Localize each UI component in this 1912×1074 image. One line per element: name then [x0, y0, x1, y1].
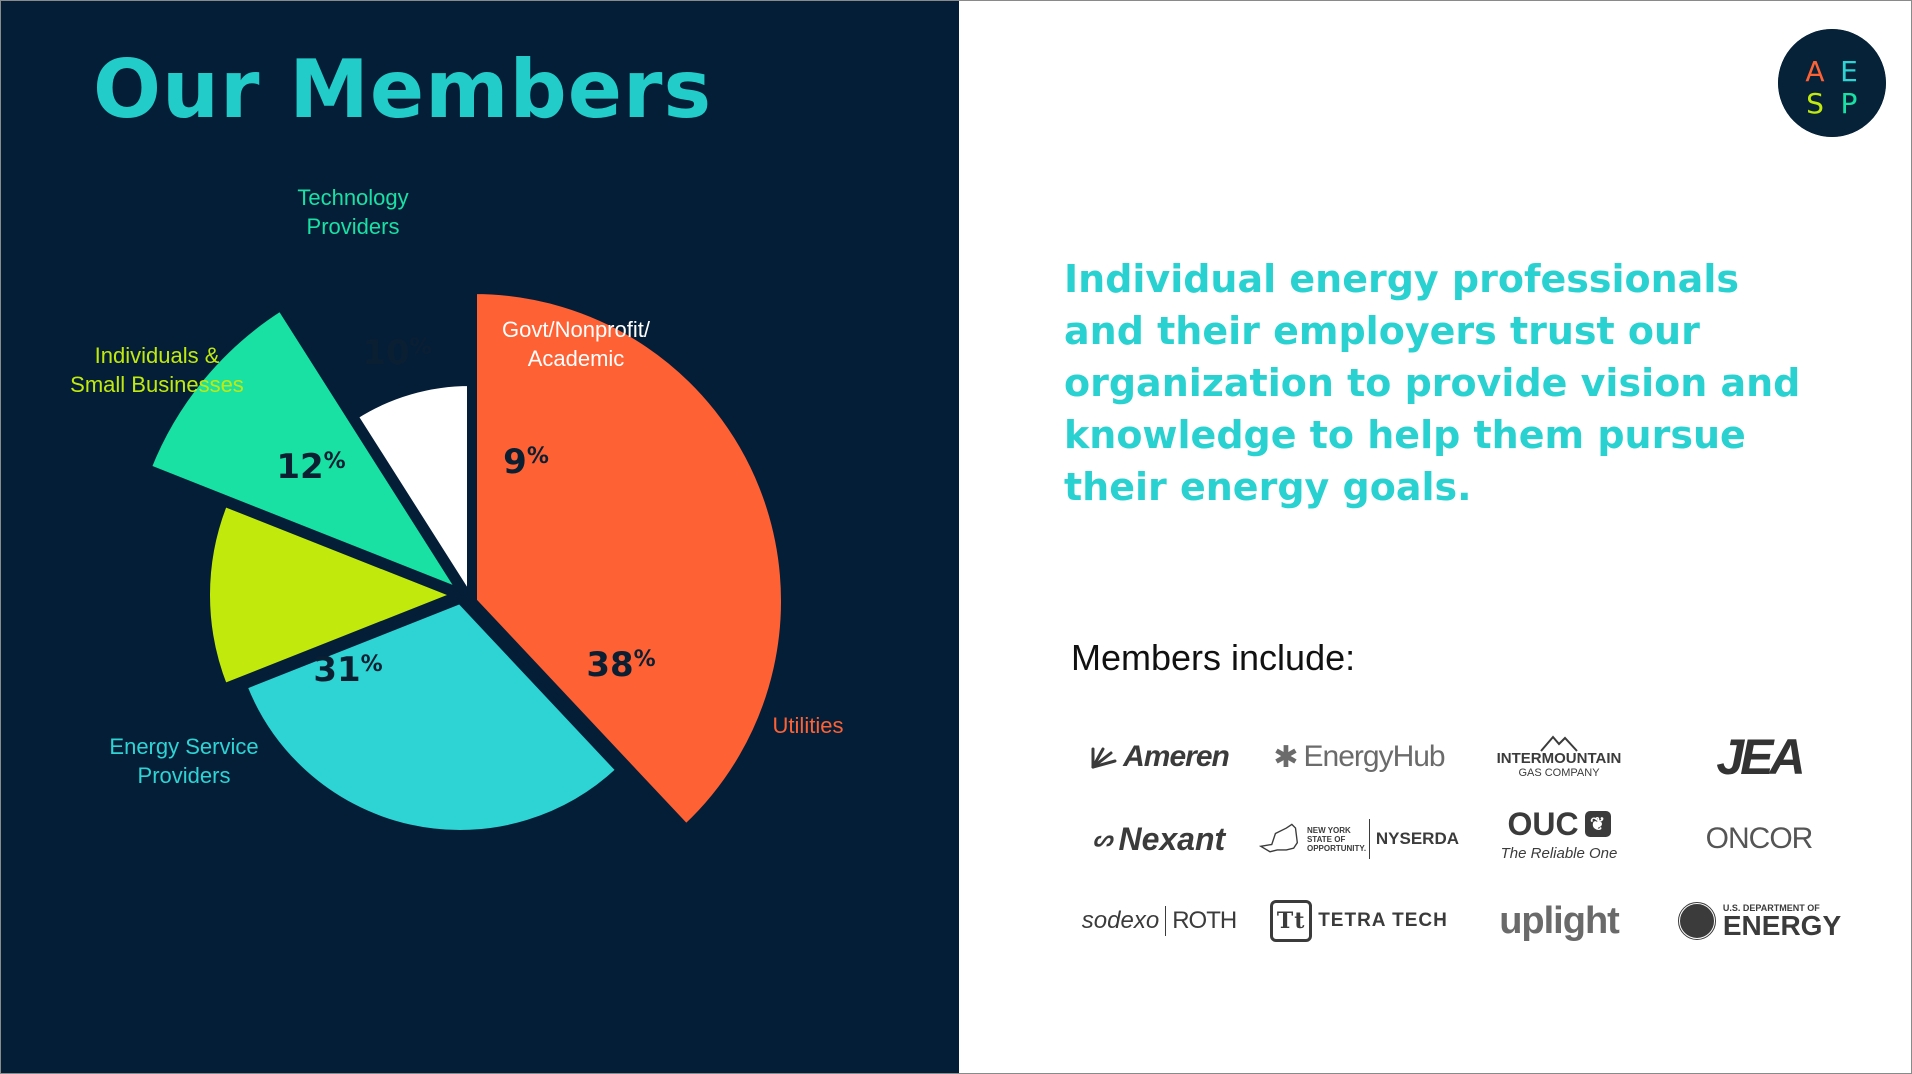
- roth-text: ROTH: [1172, 907, 1237, 934]
- pie-value-label-individuals-small-businesses: 12%: [276, 447, 345, 487]
- ameren-logo: Ameren: [1059, 716, 1259, 798]
- nexant-swirl-icon: ᔕ: [1092, 826, 1113, 851]
- pie-value-label-technology-providers: 10%: [362, 333, 431, 373]
- jea-text: JEA: [1716, 729, 1805, 785]
- pie-category-label-energy-service-providers: Energy Service: [109, 734, 258, 759]
- pie-category-label-govt-nonprofit-academic: Govt/Nonprofit/: [502, 317, 651, 342]
- tetra-tech-text: TETRA TECH: [1318, 910, 1448, 931]
- energyhub-logo: ✱ EnergyHub: [1259, 716, 1459, 798]
- aesp-logo-letter-s: S: [1806, 87, 1824, 120]
- slide-title: Our Members: [93, 43, 713, 136]
- ouc-leaf-icon: ❦: [1584, 811, 1611, 837]
- doe-subtext: U.S. DEPARTMENT OF: [1722, 903, 1820, 913]
- pie-category-label-govt-nonprofit-academic: Academic: [528, 346, 625, 371]
- uplight-text: uplight: [1499, 899, 1620, 942]
- pie-slice-energy-service-providers: [240, 597, 624, 836]
- new-york-state-icon: [1259, 823, 1299, 853]
- sodexo-text: sodexo: [1081, 907, 1160, 934]
- nexant-logo: ᔕ Nexant: [1059, 798, 1259, 880]
- nyserda-text: NYSERDA: [1375, 829, 1459, 848]
- ouc-text: OUC: [1507, 806, 1579, 842]
- pie-value-label-utilities: 38%: [586, 645, 655, 685]
- energyhub-asterisk-icon: ✱: [1273, 740, 1298, 774]
- aesp-logo: A E S P: [1778, 29, 1886, 137]
- tetra-tech-tt-icon: Tt: [1270, 900, 1313, 942]
- members-heading: Members include:: [1071, 637, 1356, 678]
- pie-slice-individuals-small-businesses: [204, 499, 464, 691]
- mountain-icon: [1540, 735, 1578, 752]
- doe-logo: U.S. DEPARTMENT OF ENERGY: [1659, 880, 1859, 962]
- aesp-logo-letter-a: A: [1805, 55, 1824, 88]
- nyserda-subtext: NEW YORK STATE OF OPPORTUNITY.: [1306, 825, 1367, 853]
- pie-slice-technology-providers: [144, 304, 468, 598]
- pie-category-label-individuals-small-businesses: Small Businesses: [70, 372, 244, 397]
- member-logo-grid: Ameren ✱ EnergyHub INTERMOUNTAIN GAS COM…: [1059, 716, 1859, 966]
- ouc-logo: OUC ❦ The Reliable One: [1459, 798, 1659, 880]
- aesp-logo-letter-e: E: [1840, 55, 1858, 88]
- pie-category-label-utilities: Utilities: [773, 713, 844, 738]
- pie-category-label-technology-providers: Providers: [307, 214, 400, 239]
- pie-value-label-energy-service-providers: 31%: [313, 650, 382, 690]
- nexant-text: Nexant: [1118, 820, 1226, 857]
- pie-category-label-individuals-small-businesses: Individuals &: [95, 343, 220, 368]
- oncor-text: ONCOR: [1705, 822, 1814, 855]
- pie-slice-utilities: [471, 287, 787, 832]
- intermountain-logo: INTERMOUNTAIN GAS COMPANY: [1459, 716, 1659, 798]
- nyserda-logo: NEW YORK STATE OF OPPORTUNITY. NYSERDA: [1259, 798, 1459, 880]
- energyhub-text: EnergyHub: [1303, 740, 1446, 773]
- sodexo-divider: [1165, 906, 1167, 936]
- oncor-logo: ONCOR: [1659, 798, 1859, 880]
- ameren-text: Ameren: [1123, 740, 1230, 773]
- pie-category-label-energy-service-providers: Providers: [138, 763, 231, 788]
- intermountain-subtext: GAS COMPANY: [1518, 767, 1600, 779]
- pie-category-label-technology-providers: Technology: [297, 185, 408, 210]
- sodexo-roth-logo: sodexo ROTH: [1059, 880, 1259, 962]
- tetra-tech-logo: Tt TETRA TECH: [1259, 880, 1459, 962]
- ameren-sunburst-icon: [1091, 747, 1117, 769]
- doe-seal-icon: [1676, 901, 1717, 941]
- tagline: Individual energy professionals and thei…: [1064, 257, 1801, 509]
- jea-logo: JEA: [1659, 716, 1859, 798]
- intermountain-text: INTERMOUNTAIN: [1496, 750, 1622, 767]
- uplight-logo: uplight: [1459, 880, 1659, 962]
- ouc-tagline: The Reliable One: [1500, 845, 1618, 862]
- aesp-logo-letter-p: P: [1841, 87, 1858, 120]
- pie-slice-govt-nonprofit-academic: [351, 379, 473, 608]
- pie-chart: 38% 31% 12% 10% 9% Utilities Energy Service Pro…: [70, 185, 844, 836]
- pie-value-label-govt-nonprofit-academic: 9%: [503, 442, 549, 482]
- doe-text: ENERGY: [1722, 910, 1842, 941]
- nyserda-divider: [1368, 819, 1370, 859]
